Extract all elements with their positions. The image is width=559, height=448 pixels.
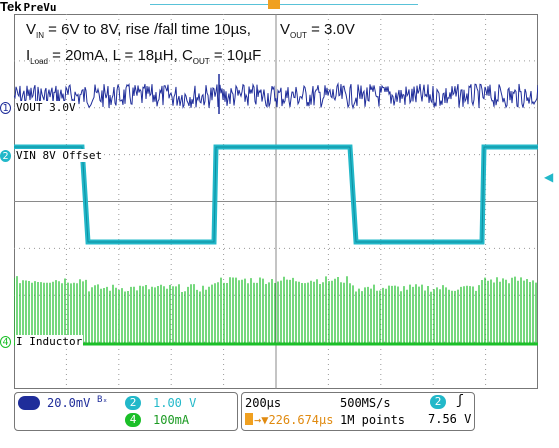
ch2-label: VIN 8V Offset xyxy=(15,149,104,162)
ch4-waveform xyxy=(14,276,537,344)
trigger-level: 7.56 V xyxy=(428,412,472,426)
ch4-ground-marker[interactable]: 4 xyxy=(0,336,11,348)
ch4-label: I Inductor xyxy=(15,335,84,348)
trigger-position-icon xyxy=(245,413,253,425)
ch2-badge[interactable]: 2 xyxy=(125,396,141,410)
annotation-vout: VOUT = 3.0V xyxy=(280,21,355,40)
trigger-settings-panel[interactable]: 2 ʃ 7.56 V xyxy=(424,392,475,431)
ch2-ground-marker[interactable]: 2 xyxy=(0,150,11,162)
ch2-waveform-edge xyxy=(14,146,538,243)
sample-rate: 500MS/s xyxy=(340,396,391,410)
acquisition-mode: PreVu xyxy=(23,1,57,14)
record-view-line xyxy=(150,4,418,5)
annotation-load: ILoad = 20mA, L = 18µH, COUT = 10µF xyxy=(26,47,262,66)
ch1-label: VOUT 3.0V xyxy=(15,101,77,114)
ch1-waveform xyxy=(14,82,538,110)
trigger-channel-badge[interactable]: 2 xyxy=(430,395,446,409)
graticule xyxy=(14,14,538,389)
trigger-position: →▼226.674µs xyxy=(254,413,334,427)
record-length: 1M points xyxy=(340,413,406,427)
bandwidth-limit-icon: Bₓ xyxy=(97,395,108,405)
ch1-scale: 20.0mV xyxy=(47,396,91,410)
rising-edge-icon: ʃ xyxy=(456,393,464,408)
vertical-settings-panel[interactable]: 20.0mV Bₓ 2 1.00 V 4 100mA xyxy=(14,392,238,431)
trigger-level-arrow-icon[interactable]: ◀ xyxy=(544,170,554,184)
ch1-ground-marker[interactable]: 1 xyxy=(0,102,11,114)
timebase: 200µs xyxy=(245,396,282,410)
ch1-badge[interactable] xyxy=(18,396,40,410)
ch2-scale: 1.00 V xyxy=(153,396,197,410)
trigger-position-marker[interactable] xyxy=(268,0,280,9)
horizontal-settings-panel[interactable]: 200µs 500MS/s →▼226.674µs 1M points xyxy=(241,392,475,431)
annotation-vin: VIN = 6V to 8V, rise /fall time 10µs, xyxy=(26,21,251,40)
brand-logo: Tek PreVu xyxy=(0,0,57,14)
status-bar: 20.0mV Bₓ 2 1.00 V 4 100mA 200µs 500MS/s… xyxy=(0,389,559,448)
ch4-scale: 100mA xyxy=(153,413,190,427)
ch4-badge[interactable]: 4 xyxy=(125,413,141,427)
top-bar: Tek PreVu xyxy=(0,0,559,14)
